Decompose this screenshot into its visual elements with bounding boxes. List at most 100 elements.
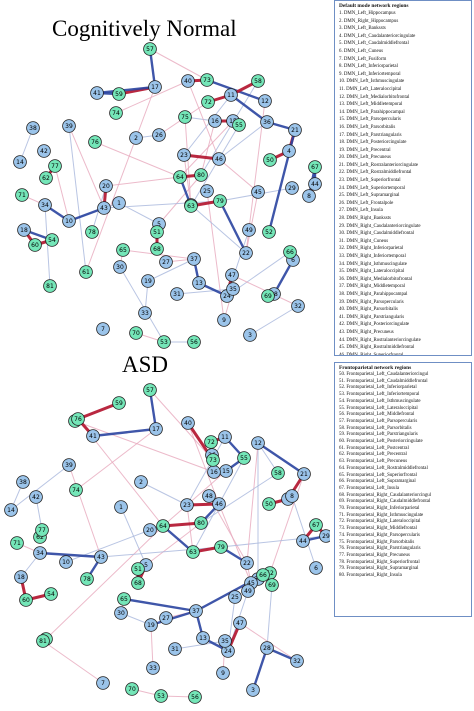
node-circle <box>192 276 206 290</box>
cognitively-normal-title: Cognitively Normal <box>52 16 237 41</box>
network-node: 7 <box>96 676 110 690</box>
network-node: 50 <box>262 497 276 511</box>
node-label: 78 <box>88 229 96 236</box>
node-label: 59 <box>115 91 123 98</box>
node-circle <box>233 616 247 630</box>
network-node: 53 <box>154 689 168 703</box>
node-label: 35 <box>229 286 237 293</box>
node-circle <box>226 282 240 296</box>
node-circle <box>319 529 330 543</box>
node-label: 72 <box>204 99 212 106</box>
network-node: 54 <box>44 587 58 601</box>
legend-item: 45. DMN_Right_Rostralmiddlefrontal <box>339 345 415 351</box>
node-label: 67 <box>311 164 319 171</box>
network-node: 75 <box>178 110 192 124</box>
node-label: 2 <box>134 135 138 142</box>
node-label: 30 <box>116 264 124 271</box>
network-node: 51 <box>150 225 164 239</box>
network-node: 73 <box>200 73 214 87</box>
node-label: 10 <box>62 559 70 566</box>
node-circle <box>263 153 277 167</box>
node-circle <box>28 238 42 252</box>
node-circle <box>240 556 254 570</box>
node-circle <box>36 634 50 648</box>
node-label: 25 <box>203 188 211 195</box>
legend-title: Default mode network regions <box>339 3 409 9</box>
node-label: 23 <box>180 152 188 159</box>
node-circle <box>141 274 155 288</box>
network-edge <box>91 427 158 438</box>
node-circle <box>156 519 170 533</box>
legend-item: 62. Frontoparietal_Left_Precentral <box>339 452 407 458</box>
network-node: 41 <box>90 86 104 100</box>
node-circle <box>134 475 148 489</box>
node-label: 24 <box>223 293 231 300</box>
legend-item: 11. DMN_Left_Lateraloccipital <box>339 86 402 92</box>
node-label: 24 <box>224 648 232 655</box>
node-label: 35 <box>221 638 229 645</box>
network-node: 14 <box>13 155 27 169</box>
node-circle <box>180 498 194 512</box>
node-circle <box>10 536 24 550</box>
network-edge <box>179 120 234 178</box>
node-label: 59 <box>115 400 123 407</box>
network-edge <box>68 464 102 558</box>
node-label: 61 <box>82 269 90 276</box>
network-node: 49 <box>242 223 256 237</box>
network-edge <box>140 481 188 506</box>
network-edge <box>54 165 70 222</box>
node-label: 77 <box>51 163 59 170</box>
node-circle <box>15 188 29 202</box>
node-circle <box>288 123 302 137</box>
network-node: 81 <box>43 279 57 293</box>
network-node: 68 <box>150 242 164 256</box>
network-node: 8 <box>285 489 299 503</box>
legend-item: 33. DMN_Right_Inferiortemporal <box>339 254 406 259</box>
asd-network-graph: 1234567891011121314151617181920212223242… <box>4 383 330 704</box>
network-node: 42 <box>29 490 43 504</box>
legend-title: Frontoparietal network regions <box>339 365 412 371</box>
node-label: 75 <box>181 114 189 121</box>
legend-item: 75. Frontoparietal_Right_Parsorbitalis <box>339 539 415 545</box>
network-node: 32 <box>291 299 305 313</box>
node-circle <box>157 335 171 349</box>
network-edge <box>10 464 70 511</box>
node-circle <box>4 503 18 517</box>
network-node: 65 <box>117 592 131 606</box>
network-node: 37 <box>189 604 203 618</box>
network-node: 33 <box>146 661 160 675</box>
node-label: 22 <box>243 560 251 567</box>
node-label: 20 <box>146 527 154 534</box>
network-edge <box>149 609 198 627</box>
node-circle <box>114 606 128 620</box>
node-label: 3 <box>251 687 255 694</box>
node-circle <box>181 74 195 88</box>
node-label: 17 <box>151 84 159 91</box>
node-circle <box>170 287 184 301</box>
node-circle <box>143 523 157 537</box>
node-label: 81 <box>39 638 47 645</box>
node-circle <box>117 592 131 606</box>
legend-item: 27. DMN_Left_Insula <box>339 208 383 214</box>
network-edge <box>44 204 51 287</box>
node-circle <box>150 242 164 256</box>
network-node: 69 <box>261 289 275 303</box>
network-node: 57 <box>143 383 157 397</box>
network-edge <box>68 125 105 209</box>
node-circle <box>154 689 168 703</box>
legend-item: 77. Frontoparietal_Right_Precuneus <box>339 552 410 558</box>
network-node: 17 <box>149 422 163 436</box>
node-circle <box>116 243 130 257</box>
network-node: 78 <box>80 572 94 586</box>
node-label: 50 <box>265 501 273 508</box>
network-node: 61 <box>79 265 93 279</box>
node-label: 1 <box>119 504 123 511</box>
node-circle <box>149 422 163 436</box>
legend-list: 50. Frontoparietal_Left_Caudalanteriorci… <box>339 372 467 580</box>
network-edge <box>183 94 232 156</box>
node-label: 33 <box>141 310 149 317</box>
network-node: 68 <box>131 576 145 590</box>
legend-item: 74. Frontoparietal_Right_Parsopercularis <box>339 532 420 538</box>
node-label: 47 <box>236 620 244 627</box>
node-circle <box>80 572 94 586</box>
